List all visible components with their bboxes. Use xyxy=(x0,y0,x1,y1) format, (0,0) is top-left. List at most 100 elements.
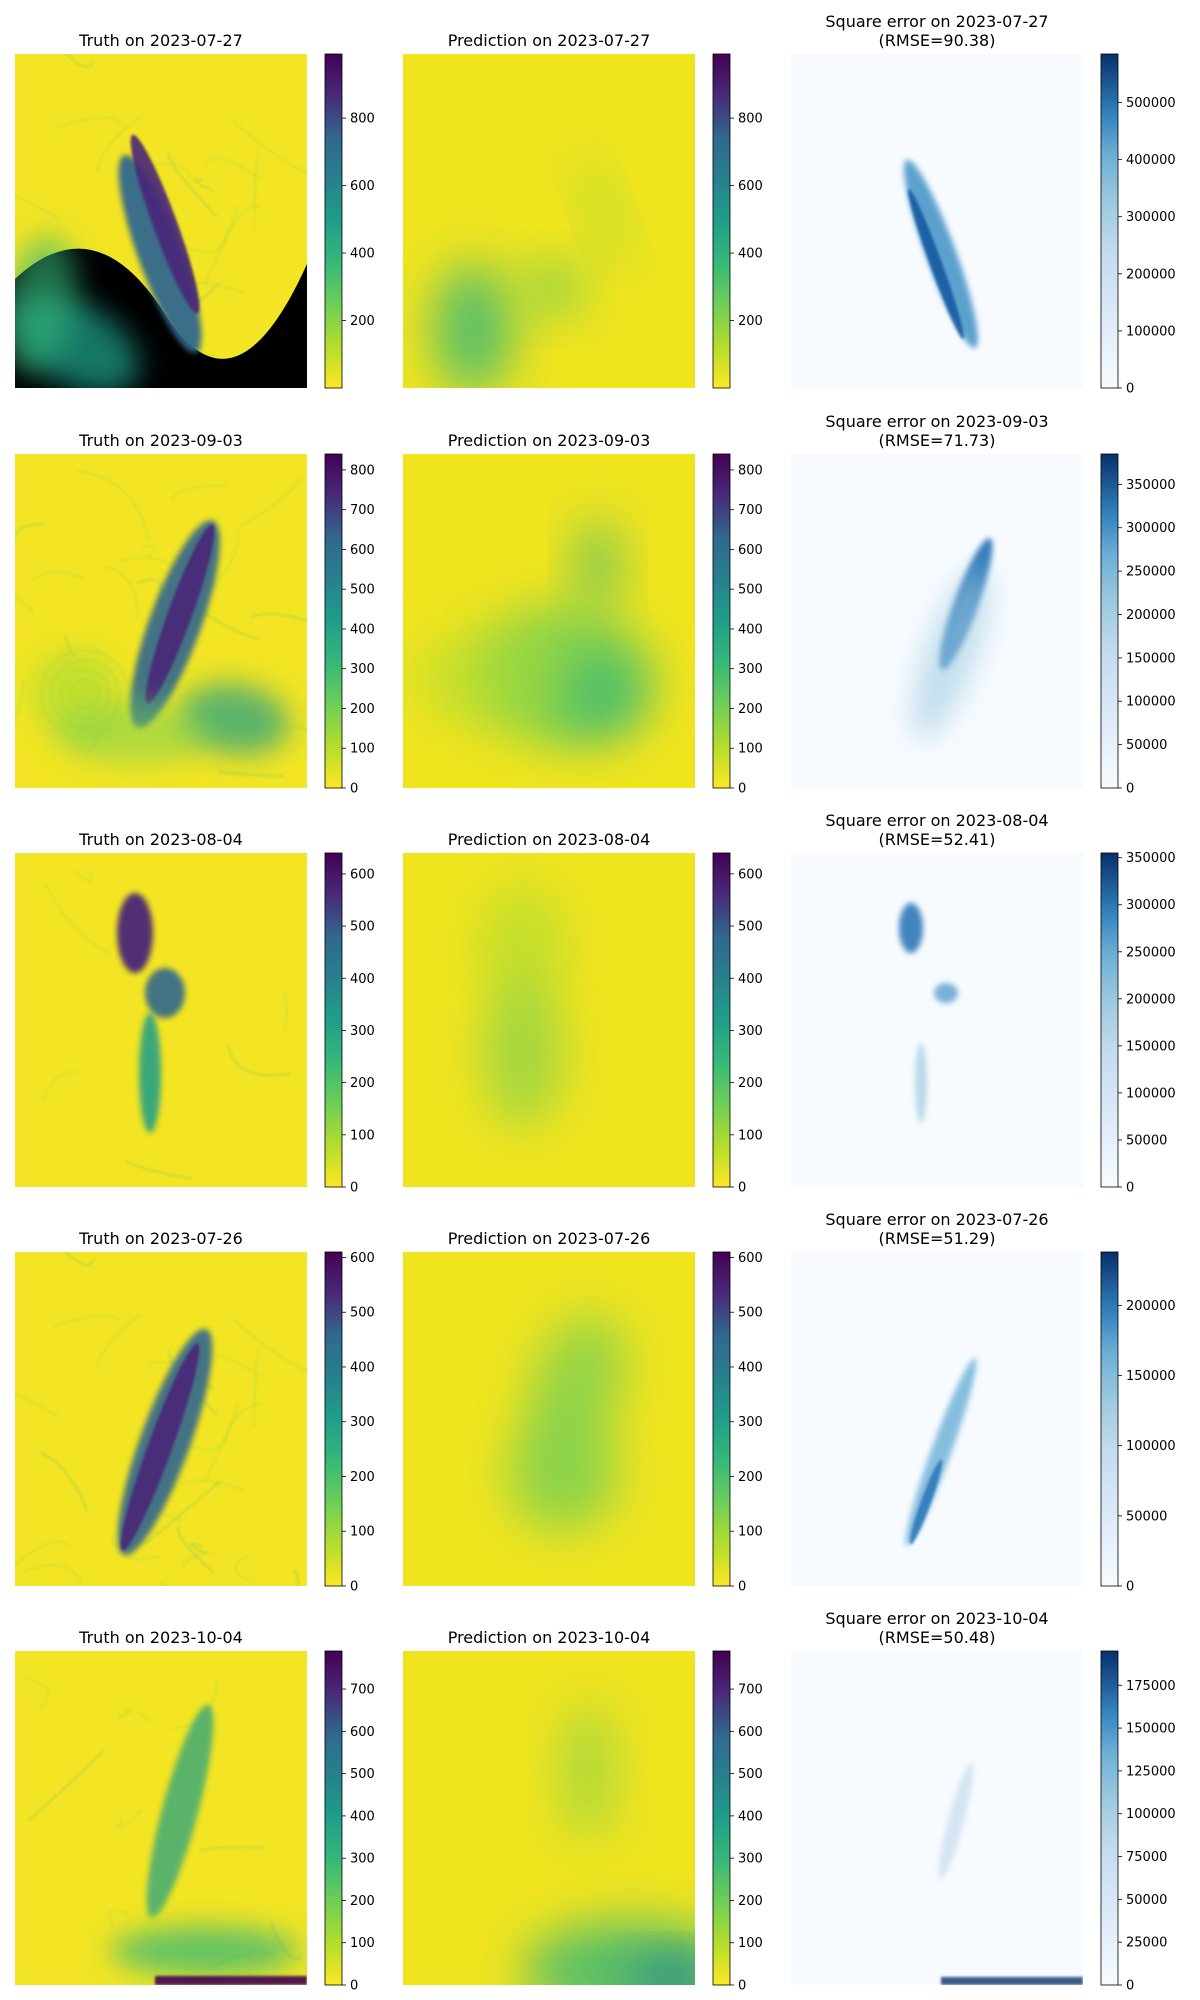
colorbar-tick-label: 50000 xyxy=(1126,738,1167,753)
heatmap-feature xyxy=(628,1956,695,1985)
colorbar-gradient xyxy=(712,1251,731,1587)
truth-colorbar: 0 100 200 300 400 500 600 xyxy=(324,1251,375,1595)
heatmap-feature xyxy=(413,629,573,729)
heatmap-feature xyxy=(145,968,185,1018)
truth-heatmap xyxy=(15,454,307,788)
error-heatmap xyxy=(791,454,1083,788)
heatmap-streak xyxy=(15,1393,59,1418)
colorbar-tick-label: 600 xyxy=(738,867,763,882)
panel-title: Truth on 2023-08-04 xyxy=(78,830,243,849)
heatmap-background xyxy=(791,1252,1083,1586)
heatmap-streak xyxy=(117,1709,131,1719)
prediction-heatmap xyxy=(403,1252,695,1586)
truth-colorbar: 0 100 200 300 400 500 600 xyxy=(324,852,375,1196)
heatmap-streak xyxy=(170,484,228,501)
colorbar-tick-label: 600 xyxy=(738,543,763,558)
prediction-heatmap xyxy=(403,454,695,788)
colorbar-tick-label: 500000 xyxy=(1126,96,1176,111)
heatmap-streak xyxy=(233,1319,307,1372)
prediction-colorbar: 0 100 200 300 400 500 600 xyxy=(712,852,763,1196)
truth-heatmap xyxy=(15,1651,307,1985)
colorbar-tick-label: 500 xyxy=(350,1306,375,1321)
heatmap-streak xyxy=(199,1846,265,1852)
colorbar-tick-label: 250000 xyxy=(1126,565,1176,580)
colorbar-tick-label: 350000 xyxy=(1126,851,1176,866)
error-panel: Square error on 2023-07-26(RMSE=51.29) xyxy=(791,1210,1083,1586)
colorbar-tick-label: 600 xyxy=(350,543,375,558)
colorbar-tick-label: 500 xyxy=(350,583,375,598)
heatmap-streak xyxy=(125,1159,192,1180)
colorbar-tick-label: 500 xyxy=(738,583,763,598)
colorbar-tick-label: 175000 xyxy=(1126,1679,1176,1694)
colorbar-tick-label: 600 xyxy=(350,1251,375,1266)
heatmap-feature xyxy=(55,704,215,764)
heatmap-feature xyxy=(941,1977,1083,1985)
colorbar-gradient xyxy=(1100,53,1119,389)
colorbar-tick-label: 0 xyxy=(350,782,358,797)
heatmap-streak xyxy=(203,1403,239,1483)
heatmap-streak xyxy=(53,116,121,130)
colorbar-tick-label: 0 xyxy=(350,1181,358,1196)
heatmap-streak xyxy=(118,1809,143,1828)
prediction-heatmap xyxy=(403,853,695,1187)
heatmap-feature xyxy=(117,893,153,973)
colorbar-tick-label: 500 xyxy=(738,920,763,935)
truth-colorbar: 0 100 200 300 400 500 600 700 800 xyxy=(324,453,375,797)
colorbar-tick-label: 350000 xyxy=(1126,478,1176,493)
colorbar-tick-label: 250000 xyxy=(1126,945,1176,960)
heatmap-streak xyxy=(168,1480,244,1493)
colorbar-tick-label: 400 xyxy=(350,247,375,262)
colorbar-gradient xyxy=(1100,1650,1119,1986)
rmse-label: (RMSE=90.38) xyxy=(879,31,996,50)
heatmap-streak xyxy=(15,598,34,613)
prediction-colorbar: 0 100 200 300 400 500 600 xyxy=(712,1251,763,1595)
panel-title: Square error on 2023-07-27 xyxy=(825,12,1048,31)
truth-colorbar: 200 400 600 800 xyxy=(324,53,375,389)
colorbar-tick-label: 800 xyxy=(738,463,763,478)
heatmap-feature xyxy=(909,1459,943,1545)
heatmap-streak xyxy=(104,566,139,618)
heatmap-streak xyxy=(237,476,304,528)
heatmap-feature xyxy=(130,134,200,314)
heatmap-streak xyxy=(177,1526,214,1573)
heatmap-background xyxy=(791,853,1083,1187)
colorbar-gradient xyxy=(1100,453,1119,789)
colorbar-tick-label: 0 xyxy=(1126,1580,1134,1595)
colorbar-tick-label: 75000 xyxy=(1126,1850,1167,1865)
heatmap-feature xyxy=(521,259,585,319)
colorbar-tick-label: 100 xyxy=(350,742,375,757)
colorbar-tick-label: 50000 xyxy=(1126,1133,1167,1148)
colorbar-tick-label: 200000 xyxy=(1126,992,1176,1007)
colorbar-tick-label: 500 xyxy=(350,920,375,935)
error-heatmap xyxy=(791,853,1083,1187)
figure-row-2023-07-27: Truth on 2023-07-27 Prediction on 2023-07… xyxy=(15,12,1083,388)
colorbar-tick-label: 400 xyxy=(350,1360,375,1375)
colorbar-tick-label: 150000 xyxy=(1126,651,1176,666)
prediction-panel: Prediction on 2023-07-26 xyxy=(403,1229,695,1586)
figure-row-2023-10-04: Truth on 2023-10-04 Prediction on 2023-10… xyxy=(15,1609,1083,1985)
error-panel: Square error on 2023-08-04(RMSE=52.41) xyxy=(791,811,1083,1187)
colorbar-tick-label: 100 xyxy=(738,1936,763,1951)
heatmap-feature xyxy=(576,157,630,271)
heatmap-feature xyxy=(15,234,77,374)
colorbar-tick-label: 300000 xyxy=(1126,898,1176,913)
error-heatmap xyxy=(791,54,1083,388)
error-colorbar: 0 100000 200000 300000 400000 500000 xyxy=(1100,53,1176,397)
colorbar-tick-label: 200 xyxy=(350,1894,375,1909)
colorbar-tick-label: 300 xyxy=(350,662,375,677)
truth-panel: Truth on 2023-10-04 xyxy=(15,1628,307,1985)
truth-panel: Truth on 2023-09-03 xyxy=(15,431,307,788)
truth-colorbar: 0 100 200 300 400 500 600 700 xyxy=(324,1650,375,1994)
heatmap-streak xyxy=(217,770,284,777)
heatmap-streak xyxy=(43,882,111,954)
heatmap-streak xyxy=(109,1908,129,1926)
colorbar-tick-label: 0 xyxy=(738,1979,746,1994)
prediction-panel: Prediction on 2023-08-04 xyxy=(403,830,695,1187)
colorbar-tick-label: 100000 xyxy=(1126,695,1176,710)
heatmap-streak xyxy=(15,523,44,536)
heatmap-streak xyxy=(15,1540,70,1566)
heatmap-streak xyxy=(193,178,214,192)
heatmap-streak xyxy=(95,1314,142,1371)
colorbar-tick-label: 200000 xyxy=(1126,267,1176,282)
